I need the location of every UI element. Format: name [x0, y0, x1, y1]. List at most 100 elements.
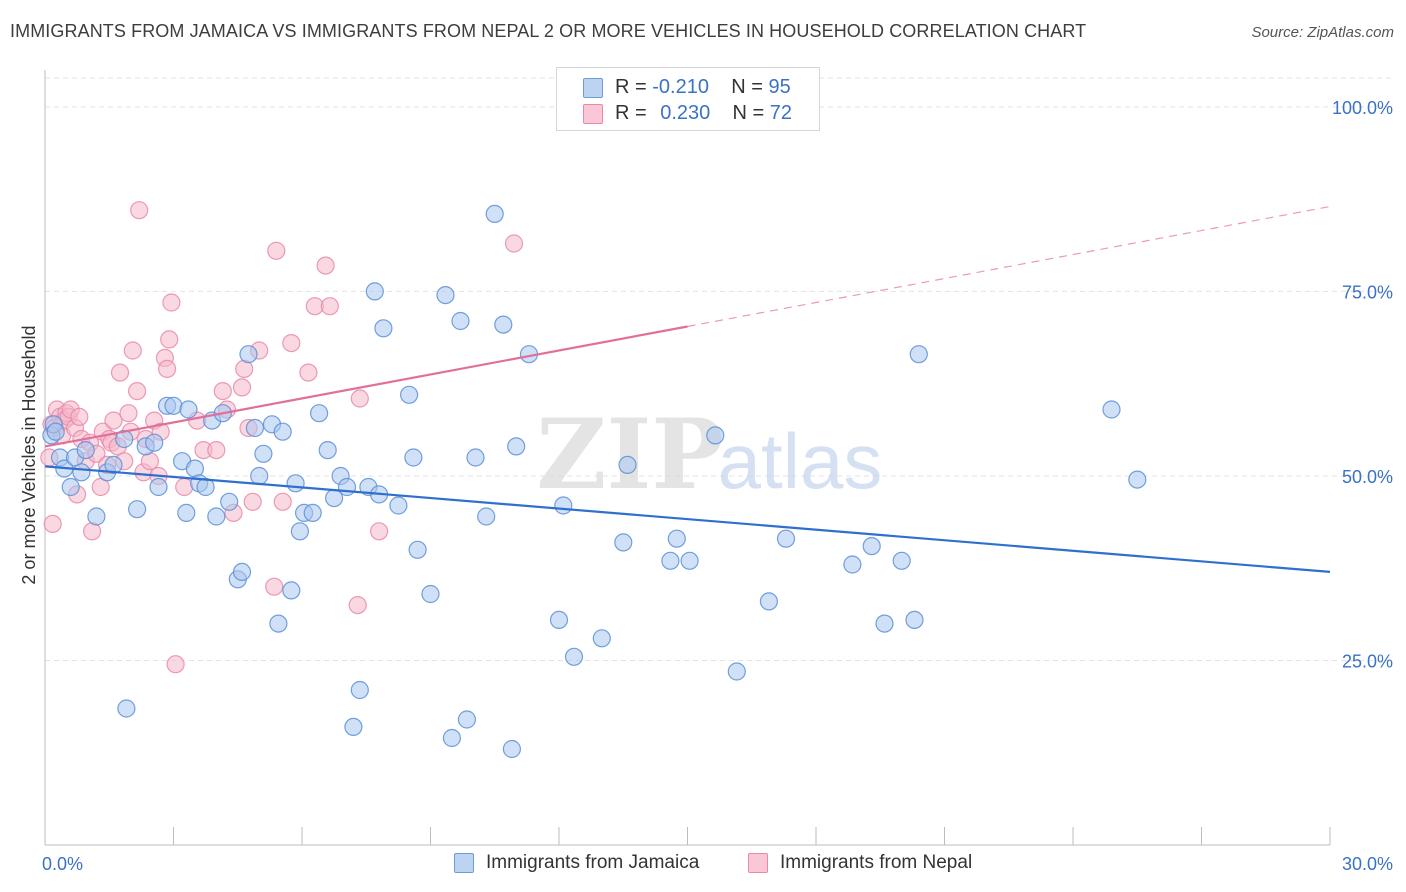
nepal-point: [350, 389, 369, 408]
jamaica-point: [759, 592, 779, 611]
jamaica-point: [245, 418, 264, 438]
jamaica-point: [76, 441, 95, 460]
legend-n-value: 72: [769, 102, 793, 124]
jamaica-point: [909, 345, 928, 364]
jamaica-point: [115, 429, 134, 449]
nepal-point: [207, 441, 226, 460]
nepal-point: [104, 411, 123, 430]
nepal-point: [213, 382, 232, 401]
series-legend: Immigrants from Jamaica Immigrants from …: [0, 852, 1406, 878]
legend-n-label: N =: [732, 102, 765, 124]
jamaica-point: [104, 455, 123, 474]
jamaica-point: [502, 739, 521, 759]
data-points: [40, 201, 1147, 759]
jamaica-point: [680, 551, 699, 570]
jamaica-point: [892, 551, 911, 570]
jamaica-point: [46, 422, 65, 441]
jamaica-point: [776, 529, 796, 548]
jamaica-point: [207, 507, 226, 526]
jamaica-point: [117, 699, 136, 718]
nepal-point: [316, 256, 335, 275]
series-swatch-jamaica: [454, 853, 474, 873]
series-label-jamaica: Immigrants from Jamaica: [486, 852, 700, 873]
nepal-point: [130, 201, 149, 220]
jamaica-point: [87, 507, 106, 526]
nepal-point: [232, 378, 252, 397]
nepal-point: [175, 477, 194, 497]
nepal-point: [504, 234, 524, 253]
legend-r-value: -0.210: [652, 76, 709, 98]
jamaica-point: [549, 610, 569, 630]
jamaica-point: [706, 426, 725, 445]
jamaica-point: [254, 444, 273, 463]
trend-lines: [44, 205, 1331, 574]
jamaica-point: [269, 614, 288, 633]
series-label-nepal: Immigrants from Nepal: [780, 852, 973, 873]
legend-r-value: 0.230: [660, 102, 711, 124]
jamaica-point: [843, 555, 862, 574]
jamaica-point: [179, 400, 198, 419]
jamaica-point: [494, 315, 513, 334]
y-tick-label: 50.0%: [1342, 467, 1393, 487]
nepal-point: [243, 492, 262, 511]
nepal-point: [43, 514, 62, 534]
tick-labels: 25.0% 50.0% 75.0% 100.0% 0.0% 30.0%: [42, 98, 1393, 874]
jamaica-point: [592, 629, 611, 648]
jamaica-point: [310, 404, 329, 423]
nepal-point: [348, 595, 367, 615]
watermark-zip: ZIP: [536, 398, 723, 511]
nepal-point: [110, 363, 130, 382]
jamaica-point: [862, 536, 881, 556]
legend-r-label: R =: [615, 76, 647, 98]
nepal-point: [282, 334, 301, 353]
nepal-point: [158, 359, 177, 378]
jamaica-point: [1102, 400, 1121, 419]
jamaica-point: [661, 551, 680, 570]
nepal-point: [160, 330, 179, 349]
nepal-point: [267, 241, 286, 260]
jamaica-point: [905, 610, 924, 630]
source-label: Source: ZipAtlas.com: [1251, 24, 1394, 41]
jamaica-point: [564, 647, 584, 666]
jamaica-point: [875, 614, 894, 633]
jamaica-point: [72, 463, 91, 482]
jamaica-point: [61, 477, 80, 497]
nepal-point: [273, 492, 292, 511]
nepal-point: [265, 577, 284, 596]
jamaica-point: [232, 562, 252, 582]
jamaica-point: [303, 503, 322, 523]
jamaica-point: [177, 503, 196, 523]
jamaica-point: [727, 662, 746, 681]
jamaica-point: [389, 496, 408, 515]
chart-title: IMMIGRANTS FROM JAMAICA VS IMMIGRANTS FR…: [10, 21, 1087, 41]
correlation-legend: R = -0.210 N = 95 R = 0.230 N = 72: [556, 67, 820, 131]
jamaica-point: [477, 507, 496, 526]
jamaica-point: [421, 584, 440, 604]
legend-r-label: R =: [615, 102, 647, 124]
watermark-atlas: atlas: [718, 417, 883, 505]
jamaica-point: [250, 466, 269, 486]
jamaica-point: [554, 496, 573, 515]
jamaica-point: [466, 448, 485, 467]
legend-n-value: 95: [768, 76, 791, 98]
jamaica-point: [404, 448, 423, 467]
y-axis-label: 2 or more Vehicles in Household: [19, 325, 39, 584]
nepal-point: [162, 293, 181, 312]
jamaica-point: [318, 441, 337, 460]
jamaica-point: [400, 385, 419, 404]
nepal-point: [128, 382, 147, 401]
y-tick-label: 75.0%: [1342, 282, 1393, 302]
jamaica-point: [614, 533, 633, 552]
jamaica-point: [436, 286, 455, 305]
jamaica-point: [273, 422, 292, 441]
jamaica-point: [164, 396, 183, 415]
x-tick-label: 30.0%: [1342, 854, 1393, 874]
jamaica-point: [282, 581, 301, 600]
jamaica-point: [220, 492, 239, 511]
jamaica-point: [374, 319, 393, 338]
nepal-point: [299, 363, 318, 382]
nepal-point: [370, 522, 389, 541]
y-tick-label: 100.0%: [1332, 98, 1393, 118]
jamaica-point: [239, 345, 258, 364]
legend-swatch-nepal: [583, 104, 603, 124]
